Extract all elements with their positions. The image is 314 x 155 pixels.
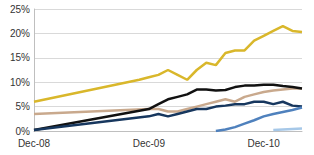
svg-text:10%: 10% (10, 77, 30, 88)
svg-text:Dec-09: Dec-09 (133, 138, 166, 149)
svg-text:15%: 15% (10, 52, 30, 63)
svg-text:Dec-08: Dec-08 (18, 138, 51, 149)
svg-text:Dec-10: Dec-10 (248, 138, 281, 149)
svg-text:25%: 25% (10, 4, 30, 15)
svg-text:20%: 20% (10, 28, 30, 39)
svg-text:5%: 5% (16, 101, 31, 112)
svg-text:0%: 0% (16, 126, 31, 137)
